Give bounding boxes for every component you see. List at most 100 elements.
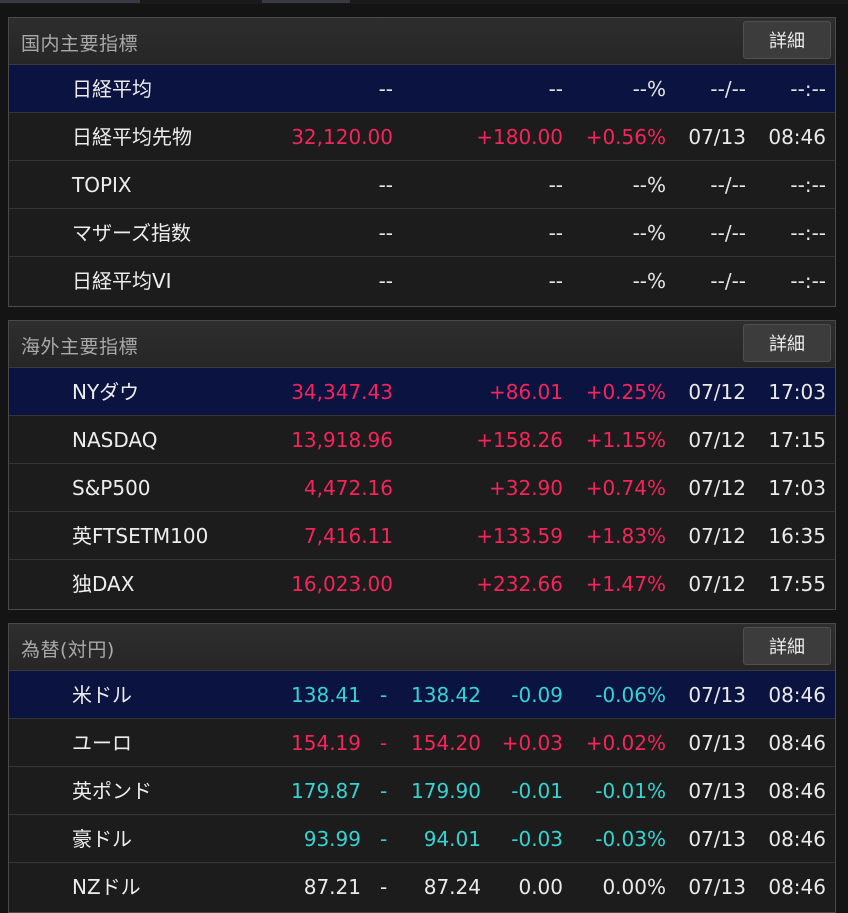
fx-change: -0.09 [511, 683, 563, 707]
panel-header: 海外主要指標 詳細 [9, 321, 835, 368]
index-change: -- [548, 269, 563, 293]
fx-time: 08:46 [768, 779, 826, 803]
index-price: 34,347.43 [291, 380, 393, 404]
index-row[interactable]: S&P500 4,472.16 +32.90 +0.74% 07/12 17:0… [9, 464, 835, 512]
index-row[interactable]: 日経平均VI -- -- --% --/-- --:-- [9, 257, 835, 305]
ask-price: 94.01 [423, 827, 481, 851]
fx-time: 08:46 [768, 683, 826, 707]
index-date: --/-- [710, 77, 746, 101]
panel-header: 為替(対円) 詳細 [9, 624, 835, 671]
index-date: 07/12 [688, 572, 746, 596]
index-name: 英FTSETM100 [72, 524, 209, 548]
index-name: NYダウ [72, 380, 140, 404]
index-time: --:-- [790, 173, 826, 197]
currency-name: 豪ドル [72, 827, 132, 851]
fx-row[interactable]: 英ポンド 179.87 - 179.90 -0.01 -0.01% 07/13 … [9, 767, 835, 815]
index-change-pct: +0.74% [585, 476, 666, 500]
panel-title: 為替(対円) [21, 639, 115, 661]
index-row[interactable]: 英FTSETM100 7,416.11 +133.59 +1.83% 07/12… [9, 512, 835, 560]
fx-date: 07/13 [688, 827, 746, 851]
index-date: 07/12 [688, 380, 746, 404]
fx-change-pct: +0.02% [585, 731, 666, 755]
index-row[interactable]: NASDAQ 13,918.96 +158.26 +1.15% 07/12 17… [9, 416, 835, 464]
fx-change-pct: -0.01% [595, 779, 666, 803]
index-change-pct: --% [632, 221, 666, 245]
index-row[interactable]: NYダウ 34,347.43 +86.01 +0.25% 07/12 17:03 [9, 368, 835, 416]
overseas-indices-panel: 海外主要指標 詳細 NYダウ 34,347.43 +86.01 +0.25% 0… [8, 320, 836, 610]
index-time: --:-- [790, 77, 826, 101]
index-row[interactable]: マザーズ指数 -- -- --% --/-- --:-- [9, 209, 835, 257]
top-tab-strip [0, 0, 848, 4]
index-price: -- [378, 173, 393, 197]
index-time: 16:35 [768, 524, 826, 548]
fx-date: 07/13 [688, 779, 746, 803]
index-date: --/-- [710, 221, 746, 245]
index-date: 07/12 [688, 476, 746, 500]
index-change-pct: --% [632, 77, 666, 101]
fx-time: 08:46 [768, 827, 826, 851]
bid-ask-separator: - [380, 875, 388, 899]
currency-name: ユーロ [72, 731, 132, 755]
index-change-pct: +0.25% [585, 380, 666, 404]
panel-title: 海外主要指標 [21, 336, 139, 358]
fx-row[interactable]: ユーロ 154.19 - 154.20 +0.03 +0.02% 07/13 0… [9, 719, 835, 767]
index-change: +133.59 [476, 524, 563, 548]
index-change: -- [548, 173, 563, 197]
fx-change: -0.01 [511, 779, 563, 803]
tab-indicator-left [0, 0, 140, 3]
index-change: +180.00 [476, 125, 563, 149]
index-name: TOPIX [72, 173, 132, 197]
index-date: 07/13 [688, 125, 746, 149]
index-name: S&P500 [72, 476, 151, 500]
bid-price: 138.41 [291, 683, 361, 707]
index-row[interactable]: 日経平均 -- -- --% --/-- --:-- [9, 65, 835, 113]
bid-ask-separator: - [380, 731, 388, 755]
fx-date: 07/13 [688, 731, 746, 755]
domestic-detail-button[interactable]: 詳細 [743, 21, 831, 59]
index-change: +158.26 [476, 428, 563, 452]
index-change-pct: --% [632, 269, 666, 293]
fx-change-pct: -0.03% [595, 827, 666, 851]
index-change-pct: --% [632, 173, 666, 197]
fx-change-pct: 0.00% [602, 875, 666, 899]
fx-detail-button[interactable]: 詳細 [743, 627, 831, 665]
fx-change: 0.00 [518, 875, 563, 899]
bid-price: 179.87 [291, 779, 361, 803]
index-name: 日経平均VI [72, 269, 172, 293]
panel-title: 国内主要指標 [21, 33, 139, 55]
index-name: NASDAQ [72, 428, 158, 452]
currency-name: 英ポンド [72, 779, 152, 803]
index-time: 17:15 [768, 428, 826, 452]
fx-row[interactable]: 米ドル 138.41 - 138.42 -0.09 -0.06% 07/13 0… [9, 671, 835, 719]
index-date: 07/12 [688, 428, 746, 452]
index-change-pct: +1.47% [585, 572, 666, 596]
index-change: -- [548, 221, 563, 245]
index-time: 17:03 [768, 380, 826, 404]
index-row[interactable]: 独DAX 16,023.00 +232.66 +1.47% 07/12 17:5… [9, 560, 835, 608]
bid-ask-separator: - [380, 683, 388, 707]
bid-price: 87.21 [303, 875, 361, 899]
ask-price: 138.42 [411, 683, 481, 707]
fx-row[interactable]: 豪ドル 93.99 - 94.01 -0.03 -0.03% 07/13 08:… [9, 815, 835, 863]
index-name: マザーズ指数 [72, 221, 191, 245]
fx-change-pct: -0.06% [595, 683, 666, 707]
index-time: --:-- [790, 221, 826, 245]
index-row[interactable]: 日経平均先物 32,120.00 +180.00 +0.56% 07/13 08… [9, 113, 835, 161]
index-time: 17:55 [768, 572, 826, 596]
index-row[interactable]: TOPIX -- -- --% --/-- --:-- [9, 161, 835, 209]
index-change-pct: +1.83% [585, 524, 666, 548]
fx-change: +0.03 [501, 731, 563, 755]
index-time: 17:03 [768, 476, 826, 500]
fx-row[interactable]: NZドル 87.21 - 87.24 0.00 0.00% 07/13 08:4… [9, 863, 835, 911]
currency-name: 米ドル [72, 683, 132, 707]
overseas-detail-button[interactable]: 詳細 [743, 324, 831, 362]
bid-price: 154.19 [291, 731, 361, 755]
index-change: +232.66 [476, 572, 563, 596]
index-price: 7,416.11 [303, 524, 393, 548]
fx-date: 07/13 [688, 875, 746, 899]
currency-name: NZドル [72, 875, 141, 899]
index-price: -- [378, 221, 393, 245]
ask-price: 179.90 [411, 779, 481, 803]
index-date: 07/12 [688, 524, 746, 548]
index-price: -- [378, 269, 393, 293]
